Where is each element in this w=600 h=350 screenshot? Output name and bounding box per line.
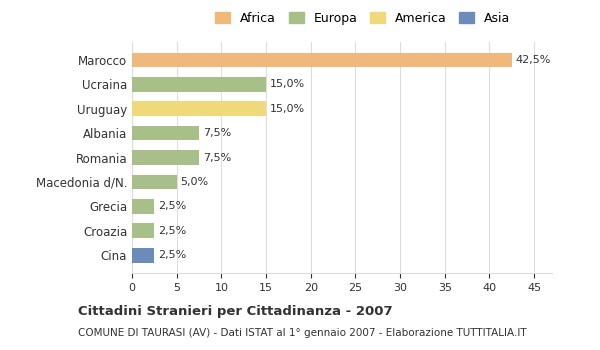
Bar — [132, 199, 154, 214]
Bar — [132, 150, 199, 165]
Bar — [132, 77, 266, 92]
Text: Cittadini Stranieri per Cittadinanza - 2007: Cittadini Stranieri per Cittadinanza - 2… — [78, 305, 392, 318]
Text: 15,0%: 15,0% — [269, 104, 305, 114]
Text: COMUNE DI TAURASI (AV) - Dati ISTAT al 1° gennaio 2007 - Elaborazione TUTTITALIA: COMUNE DI TAURASI (AV) - Dati ISTAT al 1… — [78, 328, 527, 338]
Bar — [132, 223, 154, 238]
Bar — [132, 52, 512, 67]
Bar — [132, 175, 176, 189]
Legend: Africa, Europa, America, Asia: Africa, Europa, America, Asia — [211, 7, 515, 30]
Text: 5,0%: 5,0% — [180, 177, 208, 187]
Text: 42,5%: 42,5% — [515, 55, 551, 65]
Text: 15,0%: 15,0% — [269, 79, 305, 89]
Bar — [132, 248, 154, 262]
Text: 2,5%: 2,5% — [158, 250, 186, 260]
Bar — [132, 126, 199, 140]
Text: 7,5%: 7,5% — [203, 128, 231, 138]
Text: 2,5%: 2,5% — [158, 201, 186, 211]
Text: 7,5%: 7,5% — [203, 153, 231, 162]
Bar — [132, 102, 266, 116]
Text: 2,5%: 2,5% — [158, 226, 186, 236]
